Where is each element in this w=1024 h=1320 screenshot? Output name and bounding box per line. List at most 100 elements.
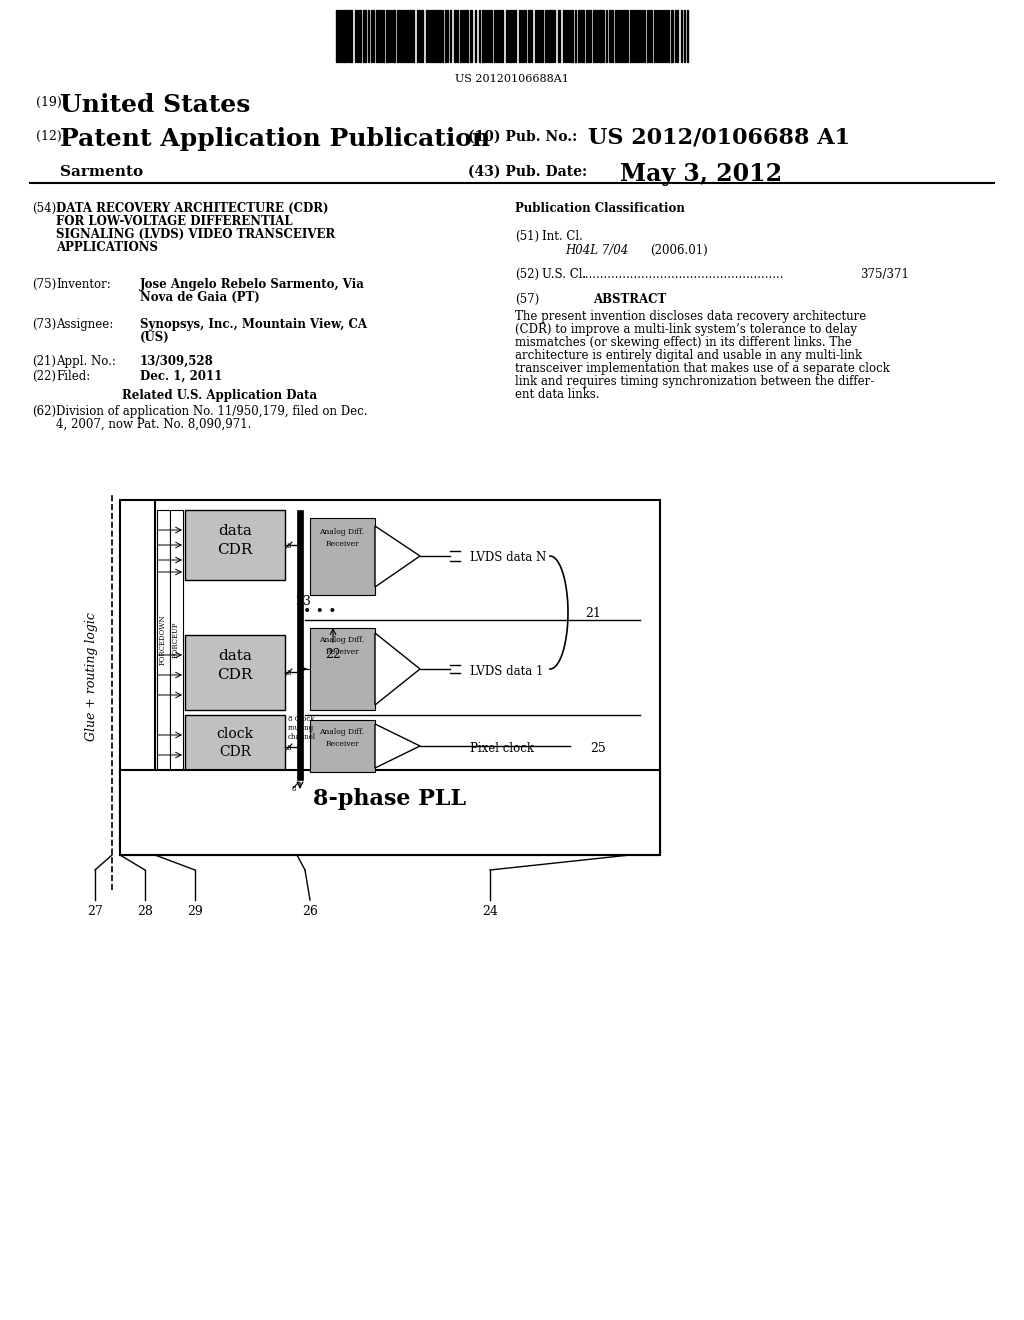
Bar xyxy=(637,11,639,62)
Text: data: data xyxy=(218,649,252,663)
Text: (12): (12) xyxy=(36,129,61,143)
Bar xyxy=(558,11,560,62)
Bar xyxy=(624,11,626,62)
Bar xyxy=(578,11,580,62)
Text: The present invention discloses data recovery architecture: The present invention discloses data rec… xyxy=(515,310,866,323)
Text: Receiver: Receiver xyxy=(326,540,358,548)
Bar xyxy=(435,11,438,62)
Text: 8: 8 xyxy=(292,785,296,793)
Bar xyxy=(347,11,349,62)
Text: (19): (19) xyxy=(36,96,61,110)
Text: Receiver: Receiver xyxy=(326,741,358,748)
Text: Division of application No. 11/950,179, filed on Dec.: Division of application No. 11/950,179, … xyxy=(56,405,368,418)
Text: CDR: CDR xyxy=(219,744,251,759)
Bar xyxy=(407,11,409,62)
Text: FOR LOW-VOLTAGE DIFFERENTIAL: FOR LOW-VOLTAGE DIFFERENTIAL xyxy=(56,215,293,228)
Text: 25: 25 xyxy=(590,742,606,755)
Text: (43) Pub. Date:: (43) Pub. Date: xyxy=(468,165,587,180)
Text: (57): (57) xyxy=(515,293,540,306)
Text: Receiver: Receiver xyxy=(326,648,358,656)
Text: ent data links.: ent data links. xyxy=(515,388,600,401)
Text: ABSTRACT: ABSTRACT xyxy=(593,293,667,306)
Text: clock: clock xyxy=(216,727,254,741)
Text: CDR: CDR xyxy=(217,668,253,682)
Bar xyxy=(362,11,366,62)
Bar xyxy=(170,510,183,770)
Text: Synopsys, Inc., Mountain View, CA: Synopsys, Inc., Mountain View, CA xyxy=(140,318,367,331)
Bar xyxy=(482,11,484,62)
Text: US 2012/0106688 A1: US 2012/0106688 A1 xyxy=(588,127,850,149)
Bar xyxy=(611,11,613,62)
Text: Dec. 1, 2011: Dec. 1, 2011 xyxy=(140,370,222,383)
Text: Pixel clock: Pixel clock xyxy=(470,742,534,755)
Bar xyxy=(412,11,414,62)
Text: (21): (21) xyxy=(32,355,56,368)
Bar xyxy=(400,11,402,62)
Bar xyxy=(510,11,512,62)
Bar xyxy=(599,11,602,62)
Text: SIGNALING (LVDS) VIDEO TRANSCEIVER: SIGNALING (LVDS) VIDEO TRANSCEIVER xyxy=(56,228,335,242)
Text: APPLICATIONS: APPLICATIONS xyxy=(56,242,158,253)
Text: (22): (22) xyxy=(32,370,56,383)
Text: Patent Application Publication: Patent Application Publication xyxy=(60,127,490,150)
Text: Appl. No.:: Appl. No.: xyxy=(56,355,116,368)
Text: FORCEUP: FORCEUP xyxy=(172,622,180,659)
Text: mismatches (or skewing effect) in its different links. The: mismatches (or skewing effect) in its di… xyxy=(515,337,852,348)
Text: (US): (US) xyxy=(140,331,170,345)
Bar xyxy=(470,11,472,62)
Bar xyxy=(305,510,640,780)
Polygon shape xyxy=(375,723,420,768)
Text: 24: 24 xyxy=(482,906,498,917)
Text: 8: 8 xyxy=(287,744,291,752)
Text: Sarmento: Sarmento xyxy=(60,165,143,180)
Bar xyxy=(393,11,395,62)
Bar xyxy=(586,11,588,62)
Text: CDR: CDR xyxy=(217,543,253,557)
Bar xyxy=(310,628,375,710)
Text: 27: 27 xyxy=(87,906,102,917)
Bar xyxy=(634,11,636,62)
Text: (CDR) to improve a multi-link system’s tolerance to delay: (CDR) to improve a multi-link system’s t… xyxy=(515,323,857,337)
Text: (54): (54) xyxy=(32,202,56,215)
Text: LVDS data N: LVDS data N xyxy=(470,550,546,564)
Bar xyxy=(535,11,537,62)
Text: DATA RECOVERY ARCHITECTURE (CDR): DATA RECOVERY ARCHITECTURE (CDR) xyxy=(56,202,329,215)
Text: Analog Diff.: Analog Diff. xyxy=(319,636,365,644)
Text: 13/309,528: 13/309,528 xyxy=(140,355,214,368)
Bar xyxy=(617,11,618,62)
Text: • • •: • • • xyxy=(303,605,337,619)
Bar xyxy=(549,11,551,62)
Bar xyxy=(496,11,498,62)
Text: Nova de Gaia (PT): Nova de Gaia (PT) xyxy=(140,290,260,304)
Text: 375/371: 375/371 xyxy=(860,268,909,281)
Text: 8: 8 xyxy=(287,669,291,677)
Bar xyxy=(421,11,423,62)
Text: channel: channel xyxy=(288,733,316,741)
Text: (2006.01): (2006.01) xyxy=(650,244,708,257)
Text: ......................................................: ........................................… xyxy=(582,268,784,281)
Bar xyxy=(157,510,170,770)
Text: Glue + routing logic: Glue + routing logic xyxy=(85,612,98,742)
Bar xyxy=(499,11,501,62)
Text: US 20120106688A1: US 20120106688A1 xyxy=(455,74,569,84)
Text: 8 Clock: 8 Clock xyxy=(288,715,314,723)
Text: LVDS data 1: LVDS data 1 xyxy=(470,665,544,678)
Bar xyxy=(571,11,573,62)
Bar xyxy=(380,11,382,62)
Bar xyxy=(359,11,361,62)
Text: Filed:: Filed: xyxy=(56,370,90,383)
Text: Inventor:: Inventor: xyxy=(56,279,111,290)
Text: Assignee:: Assignee: xyxy=(56,318,114,331)
Text: May 3, 2012: May 3, 2012 xyxy=(620,162,782,186)
Bar xyxy=(297,510,303,780)
Bar xyxy=(350,11,352,62)
Text: 8-phase PLL: 8-phase PLL xyxy=(313,788,467,810)
Bar xyxy=(120,500,660,855)
Text: data: data xyxy=(218,524,252,539)
Bar xyxy=(671,11,673,62)
Polygon shape xyxy=(375,634,420,705)
Bar xyxy=(376,11,379,62)
Text: (51): (51) xyxy=(515,230,539,243)
Polygon shape xyxy=(375,525,420,587)
Text: Int. Cl.: Int. Cl. xyxy=(542,230,583,243)
